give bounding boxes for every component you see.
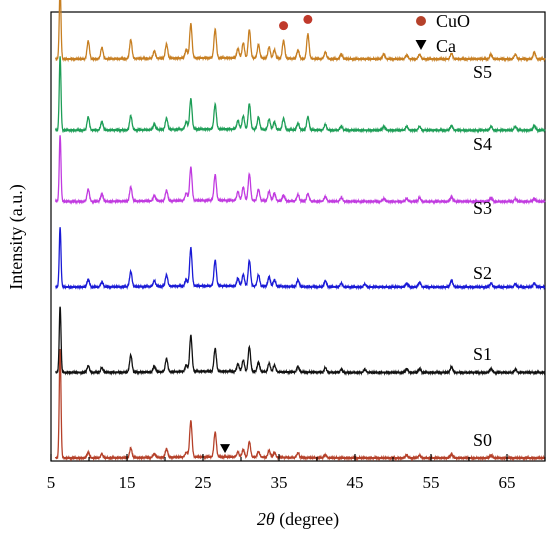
x-axis-title: 2θ (degree) (257, 509, 339, 530)
cuo-peak-marker (279, 21, 289, 31)
y-axis-title: Intensity (a.u.) (6, 184, 27, 289)
x-tick-label: 45 (347, 473, 364, 492)
legend-cuo-label: CuO (436, 11, 470, 31)
series-layer (54, 0, 546, 462)
x-tick-label: 25 (195, 473, 212, 492)
annotation-layer (220, 14, 313, 454)
series-label-s3: S3 (473, 198, 492, 218)
series-label-s2: S2 (473, 263, 492, 283)
series-labels: S0 S1 S2 S3 S4 S5 (473, 62, 492, 450)
legend-cuo-marker (416, 16, 426, 26)
x-axis: 5 15 25 35 45 55 65 (47, 454, 546, 492)
series-line-s1 (55, 306, 546, 376)
series-label-s1: S1 (473, 344, 492, 364)
x-tick-label: 65 (499, 473, 516, 492)
series-line-s0 (54, 349, 546, 462)
x-tick-label: 15 (119, 473, 136, 492)
series-label-s0: S0 (473, 430, 492, 450)
legend-ca-marker (415, 40, 427, 50)
series-line-s2 (55, 227, 546, 291)
series-line-s5 (54, 0, 546, 63)
legend-ca-label: Ca (436, 36, 456, 56)
series-line-s3 (54, 135, 546, 205)
series-label-s4: S4 (473, 134, 492, 154)
x-tick-label: 35 (271, 473, 288, 492)
x-tick-label: 55 (423, 473, 440, 492)
plot-area-frame (50, 11, 546, 462)
ca-peak-marker (220, 444, 231, 454)
legend: CuO Ca (415, 11, 470, 56)
cuo-peak-marker (303, 14, 313, 24)
series-label-s5: S5 (473, 62, 492, 82)
series-line-s4 (54, 56, 546, 134)
x-tick-label: 5 (47, 473, 56, 492)
